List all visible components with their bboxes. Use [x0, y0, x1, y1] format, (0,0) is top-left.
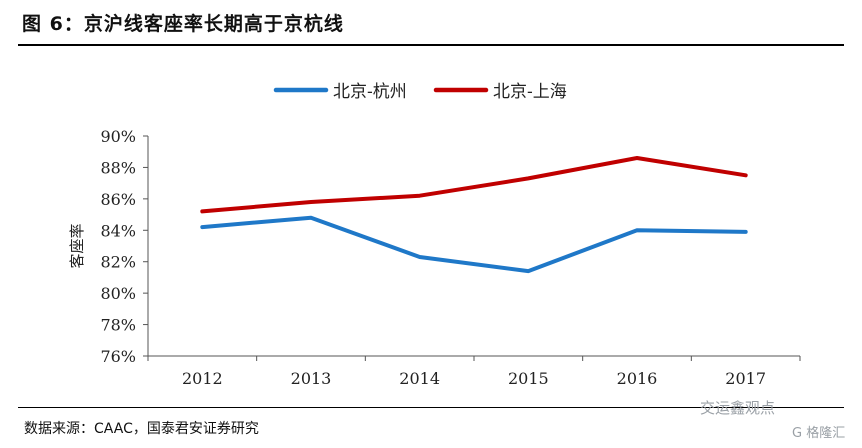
- x-tick-label: 2016: [617, 369, 658, 388]
- chart-lines: [200, 156, 748, 274]
- series-line: [200, 156, 748, 214]
- x-tick-label: 2015: [508, 369, 549, 388]
- y-tick-label: 80%: [100, 284, 136, 303]
- y-axis-label: 客座率: [68, 223, 86, 268]
- chart-axes: 76% 78% 80% 82% 84% 86% 88% 90% 2012 2013 2014 2015…: [100, 127, 801, 388]
- title-rule: [18, 44, 844, 46]
- legend-label: 北京-上海: [493, 82, 567, 102]
- watermark-logo-text: G 格隆汇: [792, 426, 846, 441]
- x-tick-label: 2014: [399, 369, 440, 388]
- y-tick-label: 82%: [100, 253, 136, 272]
- y-tick-label: 86%: [100, 190, 136, 209]
- y-tick-label: 76%: [100, 347, 136, 366]
- x-tick-label: 2013: [291, 369, 332, 388]
- x-tick-label: 2012: [182, 369, 223, 388]
- y-tick-label: 88%: [100, 158, 136, 177]
- x-tick-label: 2017: [725, 369, 766, 388]
- watermark-text: 交运鑫观点: [700, 399, 776, 417]
- footer-rule: [18, 407, 844, 408]
- chart-legend: 北京-杭州 北京-上海: [273, 82, 567, 102]
- series-line: [200, 215, 748, 274]
- legend-label: 北京-杭州: [333, 82, 407, 102]
- y-tick-label: 90%: [100, 127, 136, 146]
- figure-title: 图 6：京沪线客座率长期高于京杭线: [22, 13, 344, 35]
- source-note: 数据来源：CAAC，国泰君安证券研究: [24, 421, 259, 437]
- y-tick-label: 78%: [100, 316, 136, 335]
- y-tick-label: 84%: [100, 221, 136, 240]
